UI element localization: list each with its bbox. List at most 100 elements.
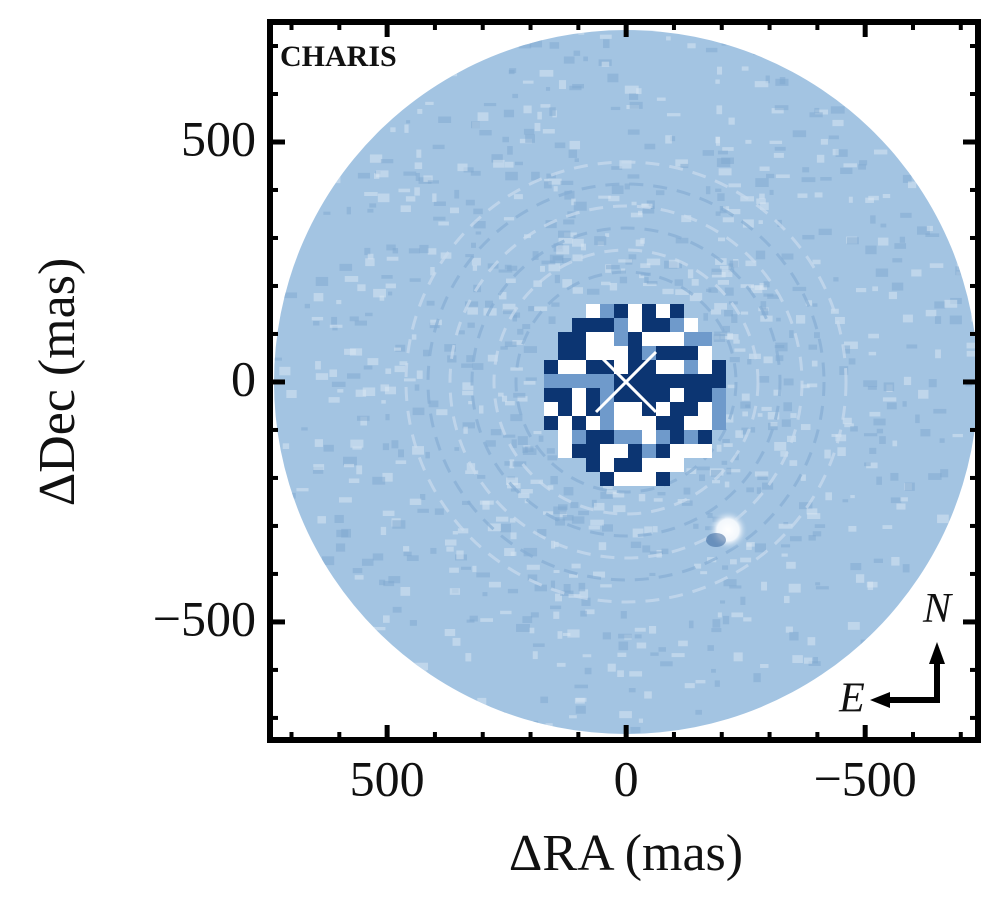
texture [509,459,515,469]
texture [323,211,331,215]
texture [538,435,544,442]
texture [554,142,566,149]
speckle [628,346,642,360]
texture [513,392,526,398]
texture [644,691,652,699]
texture [966,350,977,357]
texture [903,376,912,386]
y-tick-label: 500 [181,110,256,166]
texture [900,212,912,218]
texture [419,244,429,254]
texture [467,307,478,315]
texture [500,346,508,350]
texture [423,349,430,357]
texture [495,516,509,522]
speckle [684,444,698,458]
texture [478,405,484,414]
texture [560,590,574,596]
texture [430,266,435,276]
texture [572,238,584,247]
texture [521,489,533,494]
texture [507,146,513,155]
texture [572,287,583,294]
texture [687,43,696,49]
texture [843,345,851,354]
texture [816,154,825,163]
texture [503,109,515,118]
texture [406,555,419,562]
texture [868,351,877,356]
speckle [628,402,642,416]
texture [714,303,728,310]
texture [882,193,891,199]
texture [722,217,734,223]
texture [365,312,373,317]
texture [731,314,738,323]
texture [773,152,784,158]
texture [315,361,321,370]
speckle [642,458,656,472]
texture [543,180,552,189]
texture [601,281,611,286]
speckle [656,332,670,346]
texture [348,478,360,484]
texture [581,597,591,606]
texture [783,378,794,386]
speckle [656,388,670,402]
texture [530,479,544,484]
texture [384,386,397,395]
speckle [586,458,600,472]
texture [607,663,616,672]
texture [338,497,352,503]
texture [855,287,867,293]
texture [598,542,607,551]
speckle [586,444,600,458]
texture [902,174,912,183]
texture [624,183,630,190]
texture [491,711,506,719]
texture [522,80,534,84]
texture [882,397,897,402]
texture [433,201,446,206]
texture [610,106,621,111]
texture [726,469,741,473]
texture [847,621,860,630]
texture [383,580,395,587]
texture [573,201,587,211]
ring [404,160,848,604]
texture [899,236,906,243]
ring [426,182,826,582]
texture [417,108,423,114]
texture [451,73,458,77]
texture [762,482,774,490]
texture [573,50,581,56]
texture [915,414,920,424]
texture [471,121,480,129]
texture [502,303,516,312]
texture [774,105,789,111]
texture [301,427,308,431]
texture [634,627,646,632]
texture [886,402,897,410]
texture [644,526,653,534]
texture [563,56,575,64]
texture [721,269,733,278]
speckle [698,388,712,402]
texture [490,429,502,436]
texture [715,136,720,144]
texture [553,186,558,192]
texture [926,225,933,232]
texture [870,215,876,224]
texture [668,259,680,268]
image [274,30,978,734]
texture [721,460,728,465]
texture [781,253,794,260]
texture [619,160,632,169]
texture [411,334,417,340]
speckle [600,416,614,430]
texture [331,381,346,387]
texture [726,467,732,475]
texture [352,568,363,574]
texture [473,221,486,229]
speckle [614,318,628,332]
